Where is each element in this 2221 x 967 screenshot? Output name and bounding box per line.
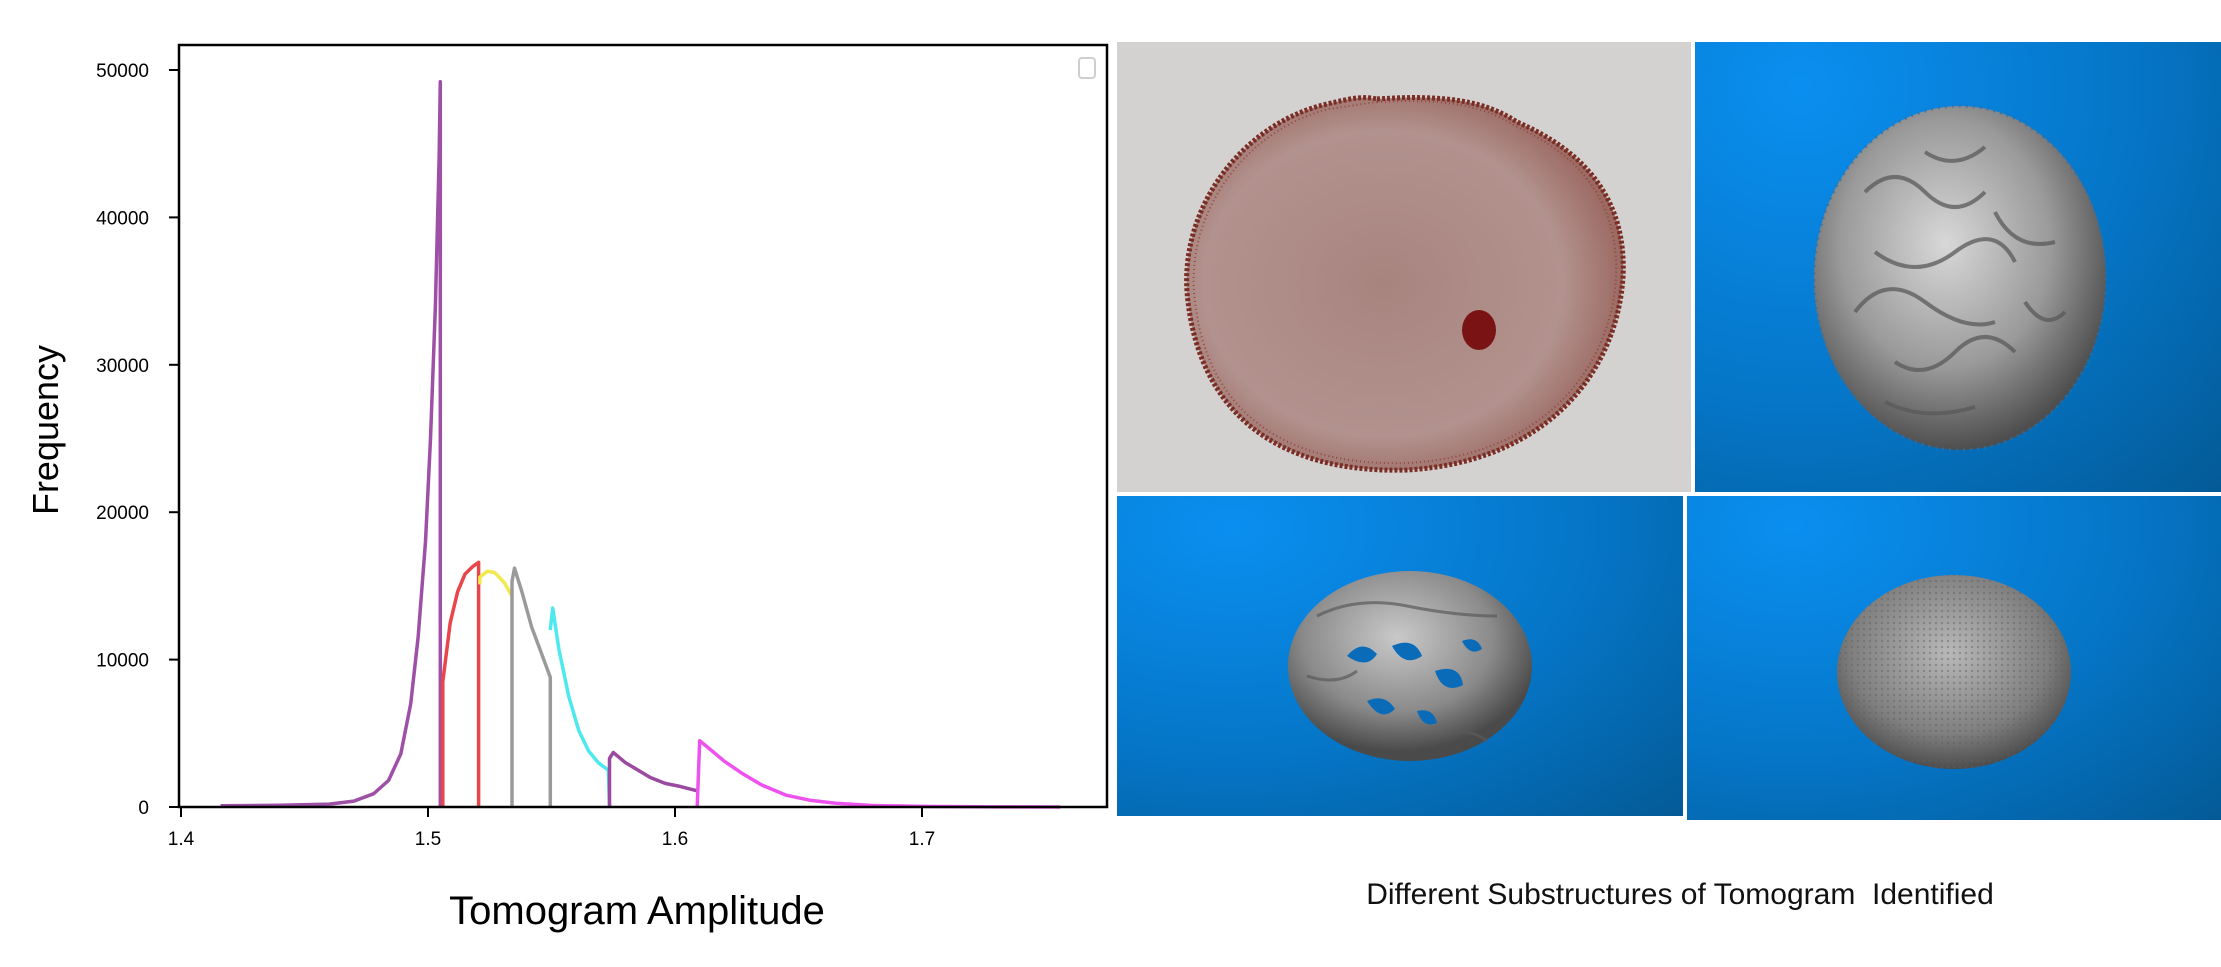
y-tick-label-1: 10000 — [96, 651, 149, 672]
panel-divider-horizontal — [1117, 492, 2221, 496]
sphere-1-texture — [1853, 145, 2067, 416]
legend-box — [1078, 57, 1096, 79]
substructure-3-image — [1837, 575, 2071, 769]
series-line-3 — [478, 569, 514, 598]
nucleus-dot — [1462, 310, 1496, 350]
series-line-2 — [441, 560, 481, 807]
axis-layer: 1.4 1.5 1.6 1.7 0 10000 20000 30000 40000 50000 — [96, 61, 935, 850]
sphere-2 — [1288, 571, 1532, 761]
x-tick-label-1: 1.5 — [415, 829, 441, 850]
panel-cell-overview — [1117, 42, 1691, 492]
sphere-1-edge — [1812, 104, 2108, 452]
panel-substructure-3 — [1687, 494, 2221, 820]
figure-caption: Different Substructures of Tomogram Iden… — [1366, 878, 1994, 911]
y-axis-label: Frequency — [25, 345, 66, 515]
sphere-2-texture — [1306, 601, 1498, 743]
series-layer — [220, 80, 1061, 809]
sphere-1 — [1814, 106, 2106, 450]
histogram-chart: 1.4 1.5 1.6 1.7 0 10000 20000 30000 40000 50000 T… — [25, 43, 1109, 933]
y-tick-label-5: 50000 — [96, 61, 149, 82]
cell-body — [1184, 95, 1626, 473]
plot-frame — [177, 43, 1109, 809]
panel-divider-vertical-bottom — [1683, 494, 1687, 820]
panel-substructure-1 — [1695, 42, 2221, 492]
series-line-1 — [220, 80, 443, 808]
series-line-7 — [695, 738, 1061, 809]
panel-divider-vertical-top — [1691, 42, 1695, 494]
y-tick-label-4: 40000 — [96, 208, 149, 229]
series-line-5 — [548, 606, 612, 808]
y-tick-label-2: 20000 — [96, 503, 149, 524]
series-line-4 — [510, 566, 553, 807]
y-tick-label-3: 30000 — [96, 356, 149, 377]
sphere-2-holes — [1347, 639, 1482, 725]
x-axis-label: Tomogram Amplitude — [449, 889, 825, 933]
x-tick-label-2: 1.6 — [662, 829, 688, 850]
y-tick-label-0: 0 — [138, 798, 149, 819]
x-tick-label-0: 1.4 — [168, 829, 195, 850]
panel-substructure-2 — [1117, 496, 1683, 816]
sphere-3-texture — [1837, 575, 2071, 769]
substructure-1-image — [1812, 104, 2108, 452]
substructure-2-image — [1288, 571, 1532, 761]
cell-overview-image — [1184, 95, 1626, 473]
series-line-6 — [607, 750, 698, 807]
x-tick-label-3: 1.7 — [909, 829, 935, 850]
